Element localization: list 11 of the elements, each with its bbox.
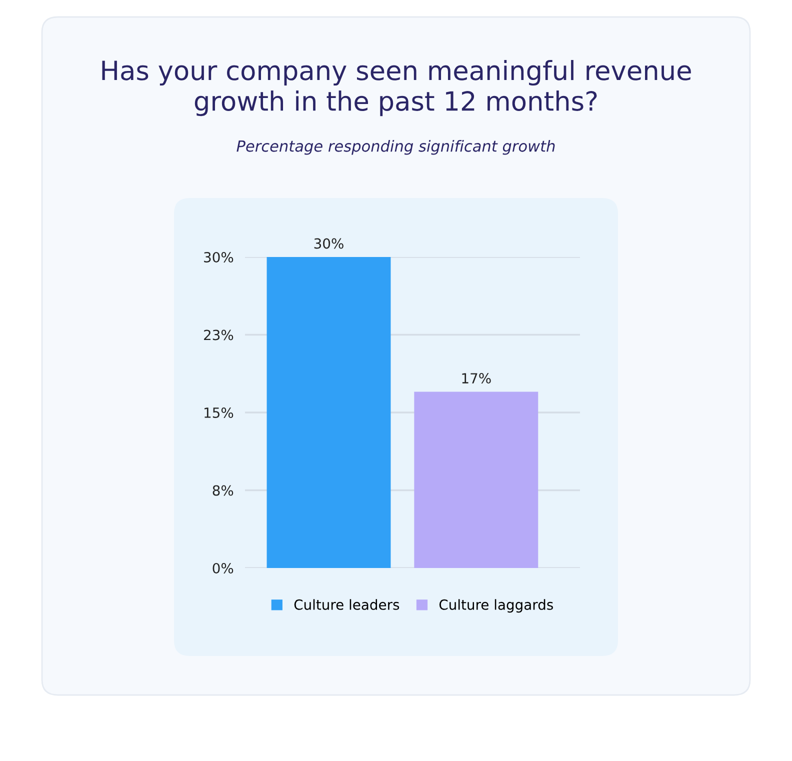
chart-subtitle: Percentage responding significant growth (236, 140, 555, 155)
legend-label: Culture leaders (294, 599, 400, 610)
y-tick-label: 0% (212, 562, 234, 574)
y-tick-label: 8% (212, 485, 234, 496)
chart-title: Has your company seen meaningful revenue growth in the past 12 months? (102, 60, 691, 116)
y-tick-label: 23% (204, 330, 234, 340)
legend-label: Culture laggards (439, 599, 553, 613)
y-tick-label: 30% (204, 252, 234, 262)
y-tick-label: 15% (204, 407, 234, 418)
data-label: 17% (462, 373, 491, 384)
data-label: 30% (314, 238, 344, 249)
